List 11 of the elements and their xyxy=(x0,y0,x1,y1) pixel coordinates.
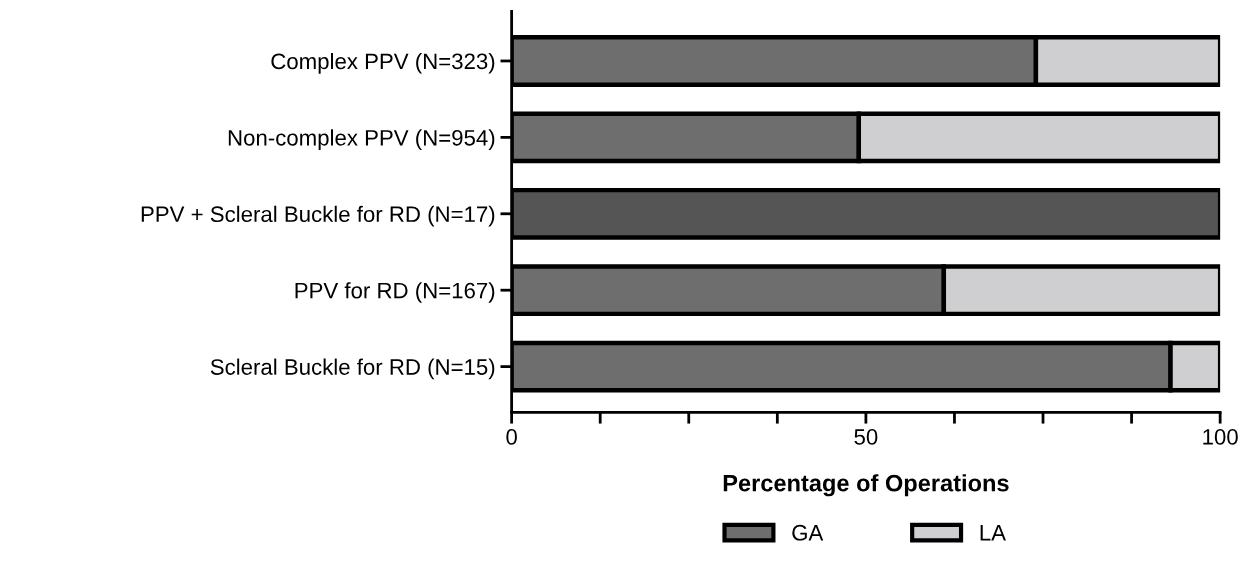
x-tick-label: 50 xyxy=(854,429,878,445)
y-tick-label: PPV for RD (N=167) xyxy=(295,282,495,303)
x-axis-title: Percentage of Operations xyxy=(723,474,1009,497)
y-tick-label: Scleral Buckle for RD (N=15) xyxy=(210,358,495,380)
y-tick-label: Complex PPV (N=323) xyxy=(271,52,495,74)
y-tick-label: PPV + Scleral Buckle for RD (N=17) xyxy=(141,205,495,227)
x-tick-label: 100 xyxy=(1203,429,1238,445)
legend-label: LA xyxy=(980,525,1006,541)
x-tick-label: 0 xyxy=(506,429,517,445)
y-tick-label: Non-complex PPV (N=954) xyxy=(228,129,495,151)
legend-label: GA xyxy=(792,524,824,541)
